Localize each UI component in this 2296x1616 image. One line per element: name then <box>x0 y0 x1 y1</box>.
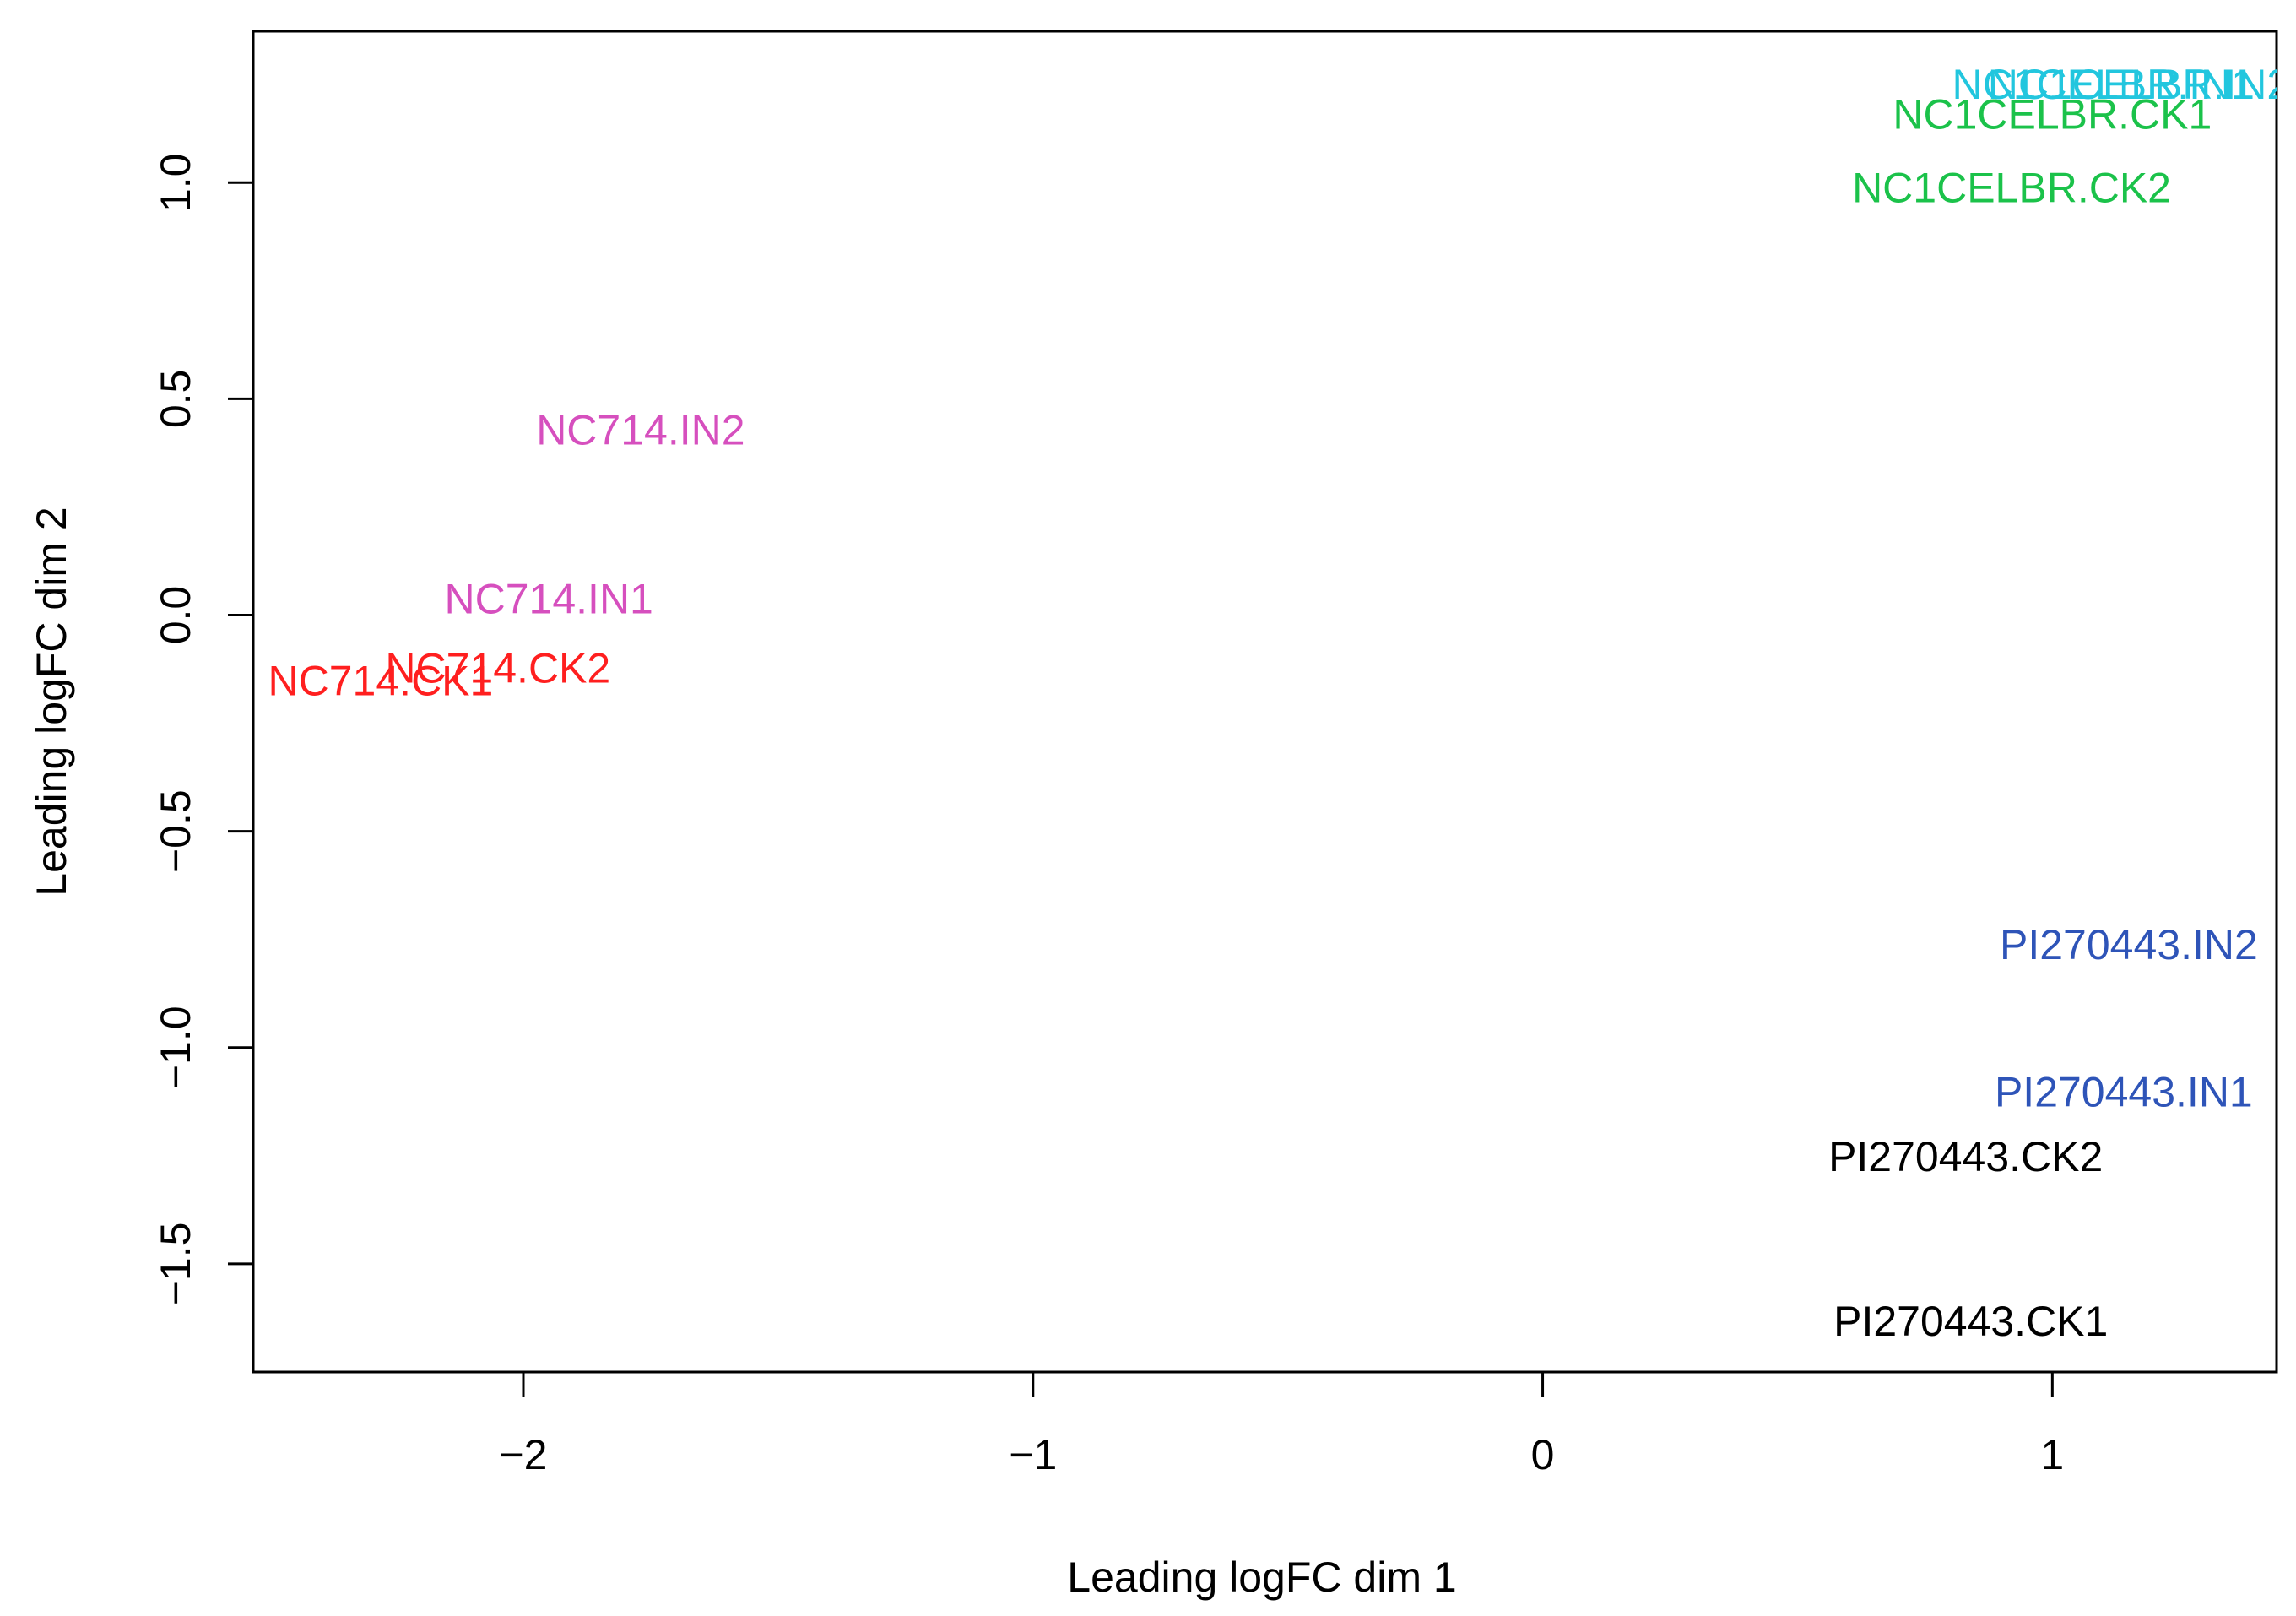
point-label: NC714.IN1 <box>445 575 653 622</box>
point-label: NC1CELBR.CK2 <box>1852 165 2171 212</box>
point-label: PI270443.CK2 <box>1828 1133 2103 1180</box>
point-label: NC1CELBR.IN2 <box>1988 61 2290 108</box>
point-label: PI270443.IN1 <box>1995 1068 2253 1115</box>
y-tick-label: 1.0 <box>152 154 199 213</box>
x-axis: −2 −1 0 1 <box>499 1370 2064 1478</box>
point-label: PI270443.CK1 <box>1833 1298 2108 1345</box>
y-tick-label: 0.0 <box>152 586 199 645</box>
x-axis-label: Leading logFC dim 1 <box>1067 1554 1456 1601</box>
y-tick-label: −0.5 <box>152 789 199 873</box>
x-tick-label: −1 <box>1009 1431 1057 1478</box>
point-label: NC1CELBR.IN1 <box>1952 61 2254 108</box>
y-axis: −1.5 −1.0 −0.5 0.0 0.5 1.0 <box>152 154 255 1306</box>
x-tick-label: 0 <box>1531 1431 1555 1478</box>
y-tick-label: 0.5 <box>152 370 199 429</box>
point-label: NC714.IN2 <box>536 407 745 454</box>
x-tick-label: 1 <box>2040 1431 2064 1478</box>
y-axis-label: Leading logFC dim 2 <box>28 507 75 896</box>
point-label: NC714.CK2 <box>385 644 610 691</box>
point-label: NC714.CK1 <box>268 658 494 705</box>
x-tick-label: −2 <box>499 1431 547 1478</box>
point-label: PI270443.IN2 <box>2000 921 2258 968</box>
y-tick-label: −1.0 <box>152 1006 199 1089</box>
point-label: NC1CELBR.CK1 <box>1893 91 2212 138</box>
y-tick-label: −1.5 <box>152 1223 199 1306</box>
